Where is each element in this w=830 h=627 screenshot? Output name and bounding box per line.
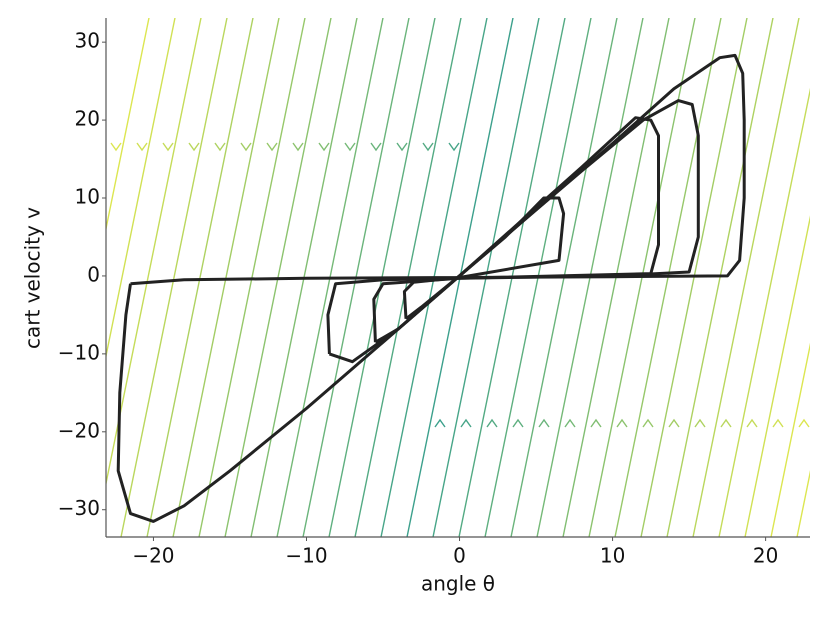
streamline (770, 341, 810, 537)
trajectories (116, 53, 746, 523)
stream-arrow (422, 142, 434, 152)
x-tick-label: 20 (753, 544, 778, 568)
streamline (250, 18, 358, 537)
trajectory (116, 53, 746, 523)
streamline (692, 18, 800, 537)
stream-arrow (668, 418, 680, 428)
streamline (744, 214, 810, 537)
stream-arrow (448, 142, 460, 152)
streamline (106, 18, 202, 487)
streamline (120, 18, 228, 537)
streamline (718, 87, 810, 537)
stream-arrow (344, 142, 356, 152)
stream-arrow (512, 418, 524, 428)
trajectory (402, 196, 566, 320)
streamline (146, 18, 254, 537)
stream-arrow (798, 418, 810, 428)
streamline (106, 18, 176, 359)
stream-arrow (162, 142, 174, 152)
x-tick-label: 10 (600, 544, 625, 568)
streamline (106, 18, 150, 232)
stream-arrow (486, 418, 498, 428)
stream-arrow (240, 142, 252, 152)
y-tick-label: −10 (58, 340, 100, 364)
x-tick-label: 0 (453, 544, 466, 568)
x-tick-label: −20 (132, 544, 174, 568)
x-tick-label: −10 (285, 544, 327, 568)
y-axis-label: cart velocity v (21, 207, 45, 349)
y-tick-label: 10 (75, 185, 100, 209)
stream-arrow (720, 418, 732, 428)
stream-arrow (616, 418, 628, 428)
streamline (172, 18, 280, 537)
stream-arrow (642, 418, 654, 428)
stream-arrow (434, 418, 446, 428)
streamline (224, 18, 332, 537)
streamline (198, 18, 306, 537)
stream-arrow (292, 142, 304, 152)
stream-arrow (318, 142, 330, 152)
stream-arrow (538, 418, 550, 428)
stream-arrow (110, 142, 122, 152)
streamline (821, 8, 830, 547)
streamline (796, 469, 810, 537)
stream-arrow (746, 418, 758, 428)
y-tick-label: −20 (58, 418, 100, 442)
stream-arrow (214, 142, 226, 152)
stream-arrow (370, 142, 382, 152)
stream-arrow (266, 142, 278, 152)
y-tick-label: 30 (75, 29, 100, 53)
y-tick-label: 0 (87, 262, 100, 286)
y-tick-label: −30 (58, 496, 100, 520)
stream-arrow (590, 418, 602, 428)
stream-arrow (694, 418, 706, 428)
stream-arrow (136, 142, 148, 152)
stream-arrow (772, 418, 784, 428)
x-axis-label: angle θ (421, 572, 495, 596)
stream-arrow (396, 142, 408, 152)
stream-arrow (564, 418, 576, 428)
stream-arrow (825, 420, 830, 427)
stream-arrow (460, 418, 472, 428)
y-tick-label: 20 (75, 107, 100, 131)
stream-arrow (188, 142, 200, 152)
